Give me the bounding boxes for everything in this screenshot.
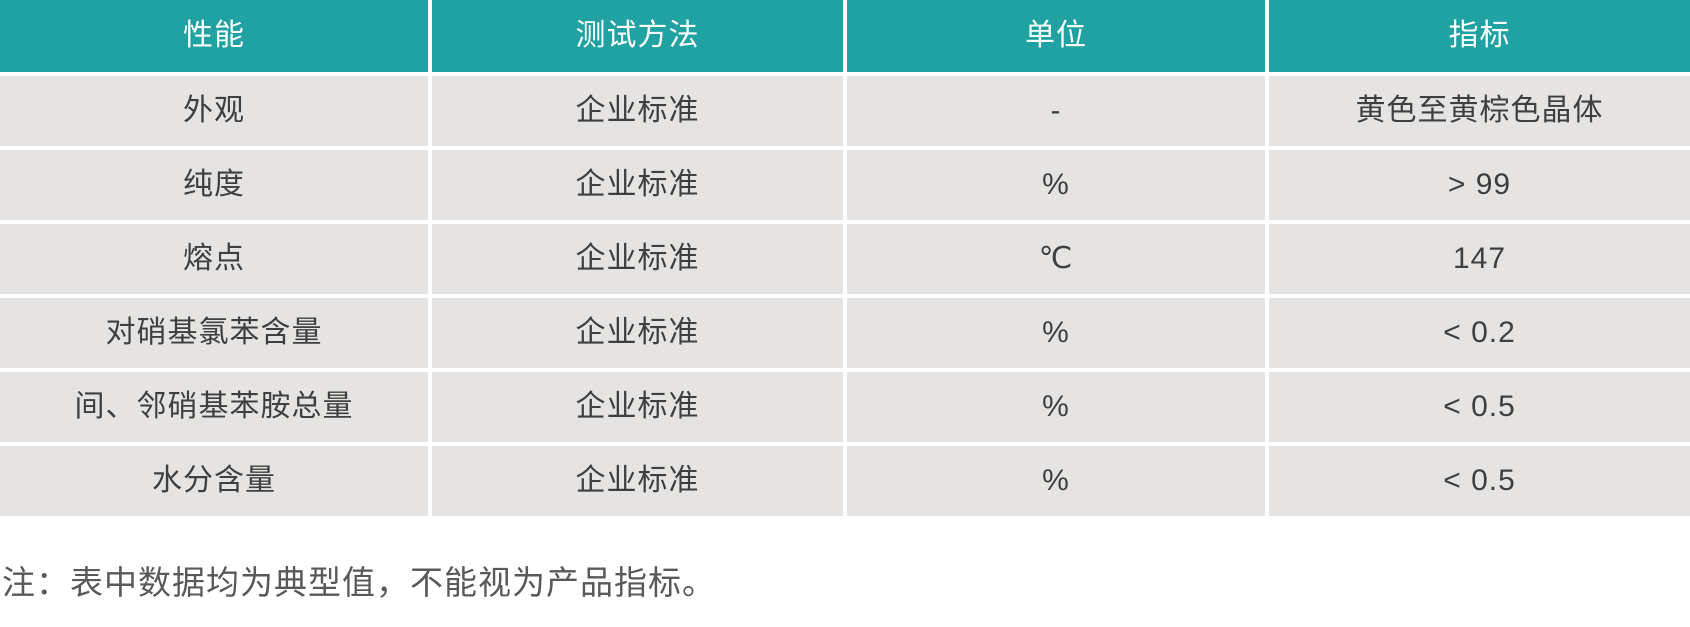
unit-cell: % — [847, 150, 1265, 220]
test-method-cell: 企业标准 — [432, 446, 843, 516]
property-cell: 对硝基氯苯含量 — [0, 298, 428, 368]
column-header-property: 性能 — [0, 0, 428, 72]
spec-value-cell: 黄色至黄棕色晶体 — [1269, 76, 1690, 146]
property-cell: 水分含量 — [0, 446, 428, 516]
unit-cell: % — [847, 298, 1265, 368]
column-header-spec: 指标 — [1269, 0, 1690, 72]
property-cell: 外观 — [0, 76, 428, 146]
test-method-cell: 企业标准 — [432, 298, 843, 368]
spec-value-cell: < 0.5 — [1269, 372, 1690, 442]
test-method-cell: 企业标准 — [432, 224, 843, 294]
test-method-cell: 企业标准 — [432, 150, 843, 220]
spec-table: 性能 测试方法 单位 指标 外观 企业标准 - 黄色至黄棕色晶体 纯度 企业标准… — [0, 0, 1690, 516]
property-cell: 纯度 — [0, 150, 428, 220]
unit-cell: % — [847, 446, 1265, 516]
spec-value-cell: 147 — [1269, 224, 1690, 294]
unit-cell: % — [847, 372, 1265, 442]
table-footnote: 注：表中数据均为典型值，不能视为产品指标。 — [2, 564, 716, 601]
spec-value-cell: < 0.5 — [1269, 446, 1690, 516]
test-method-cell: 企业标准 — [432, 76, 843, 146]
column-header-unit: 单位 — [847, 0, 1265, 72]
property-cell: 熔点 — [0, 224, 428, 294]
spec-value-cell: < 0.2 — [1269, 298, 1690, 368]
test-method-cell: 企业标准 — [432, 372, 843, 442]
spec-value-cell: > 99 — [1269, 150, 1690, 220]
property-cell: 间、邻硝基苯胺总量 — [0, 372, 428, 442]
unit-cell: ℃ — [847, 224, 1265, 294]
unit-cell: - — [847, 76, 1265, 146]
column-header-test-method: 测试方法 — [432, 0, 843, 72]
